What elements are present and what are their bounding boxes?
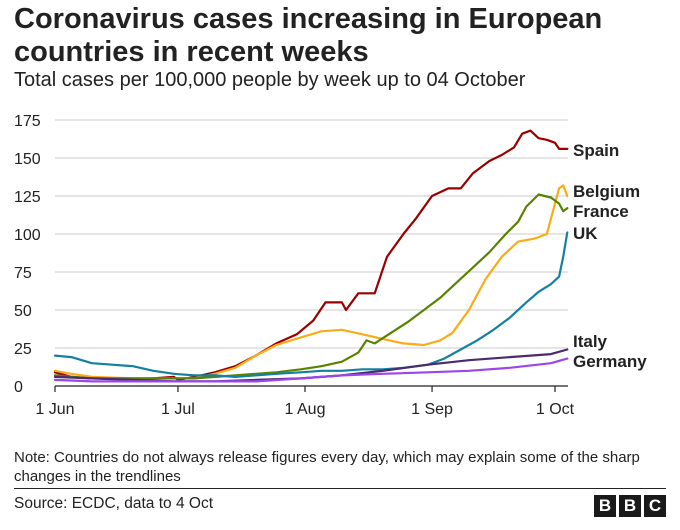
series-line-belgium	[53, 184, 569, 380]
series-label-belgium: Belgium	[573, 182, 640, 201]
series-label-italy: Italy	[573, 332, 608, 351]
x-tick-label: 1 Oct	[536, 401, 575, 418]
y-tick-label: 50	[14, 303, 32, 320]
x-tick-label: 1 Sep	[411, 401, 453, 418]
bbc-logo-letter: B	[594, 495, 616, 517]
y-tick-label: 100	[14, 227, 41, 244]
series-line-spain	[53, 129, 569, 381]
x-tick-label: 1 Aug	[285, 401, 326, 418]
series-line-france	[53, 193, 569, 380]
footer-divider	[14, 488, 666, 489]
series-label-france: France	[573, 202, 629, 221]
y-tick-label: 175	[14, 113, 41, 130]
series-label-uk: UK	[573, 224, 598, 243]
x-tick-label: 1 Jun	[35, 401, 74, 418]
x-tick-label: 1 Jul	[161, 401, 195, 418]
y-tick-label: 75	[14, 265, 32, 282]
y-tick-label: 0	[14, 379, 23, 396]
series-line-uk	[53, 231, 569, 378]
y-tick-label: 150	[14, 151, 41, 168]
line-chart: 0 25 50 75 100 125 150 175 1 Jun 1 Jul 1 Aug 1 Sep 1…	[14, 113, 647, 418]
chart-subtitle: Total cases per 100,000 people by week u…	[14, 69, 526, 91]
series-label-spain: Spain	[573, 141, 619, 160]
bbc-logo: B B C	[594, 495, 666, 517]
series-label-germany: Germany	[573, 352, 647, 371]
chart-note: Note: Countries do not always release fi…	[14, 449, 640, 485]
source-text: Source: ECDC, data to 4 Oct	[14, 495, 214, 512]
y-tick-label: 25	[14, 341, 32, 358]
chart-title: Coronavirus cases increasing in European…	[14, 3, 603, 68]
bbc-logo-letter: C	[644, 495, 666, 517]
y-tick-label: 125	[14, 189, 41, 206]
series-line-germany	[53, 357, 569, 383]
bbc-logo-letter: B	[619, 495, 641, 517]
